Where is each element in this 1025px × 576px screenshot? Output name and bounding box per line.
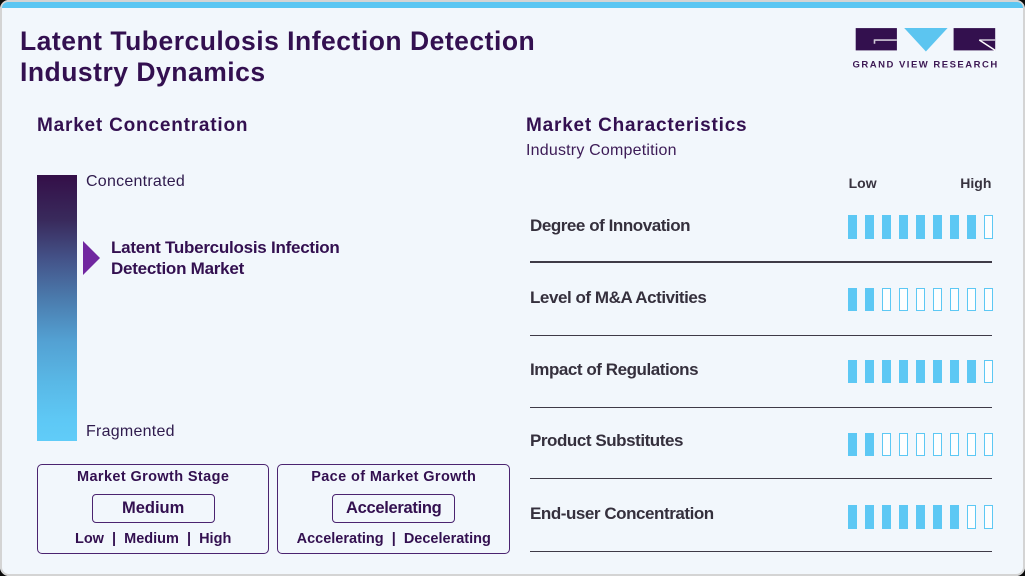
svg-text:GRAND VIEW RESEARCH: GRAND VIEW RESEARCH	[853, 59, 999, 70]
